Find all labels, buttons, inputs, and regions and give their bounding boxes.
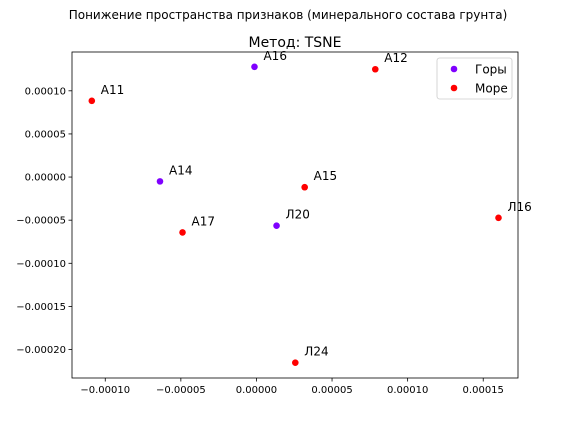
point-label: Л20	[286, 208, 310, 222]
point-label: А16	[263, 49, 286, 63]
x-tick-label: 0.00015	[463, 385, 504, 396]
scatter-point	[156, 178, 164, 185]
scatter-point	[179, 229, 186, 236]
legend: Горы Море	[436, 57, 513, 100]
figure-suptitle: Понижение пространства признаков (минера…	[69, 8, 508, 22]
y-tick-label: 0.00005	[25, 129, 66, 140]
y-tick-label: −0.00005	[16, 216, 66, 227]
point-label: Л24	[304, 345, 328, 359]
x-tick-label: −0.00005	[156, 385, 206, 396]
point-label: А12	[384, 51, 407, 65]
y-tick-label: −0.00020	[16, 345, 66, 356]
chart-title: Метод: TSNE	[248, 35, 341, 51]
point-label: А14	[169, 163, 192, 177]
scatter-point	[495, 214, 502, 222]
scatter-point	[301, 183, 308, 191]
scatter-point	[88, 97, 96, 105]
axis-ticks: −0.00010 −0.00005 0.00000 0.00005 0.00010 0.0…	[16, 86, 504, 396]
x-tick-label: −0.00010	[80, 385, 130, 396]
scatter-point	[292, 359, 299, 366]
scatter-point	[371, 65, 379, 73]
x-tick-label: 0.00010	[387, 385, 428, 396]
point-label: А15	[314, 169, 337, 183]
x-tick-label: 0.00005	[311, 385, 352, 396]
point-label: А11	[101, 83, 124, 97]
y-tick-label: −0.00010	[16, 259, 66, 270]
scatter-point	[251, 63, 258, 71]
scatter-point	[273, 222, 280, 229]
legend-marker	[450, 65, 458, 73]
plot-frame	[71, 51, 519, 379]
y-tick-label: 0.00000	[25, 173, 66, 184]
y-tick-label: −0.00015	[16, 302, 66, 313]
point-label: Л16	[507, 200, 531, 214]
legend-marker	[450, 84, 458, 92]
point-label: А17	[192, 214, 215, 228]
plot-area	[72, 52, 518, 378]
legend-label: Море	[475, 82, 508, 96]
x-tick-label: 0.00000	[236, 385, 277, 396]
y-tick-label: 0.00010	[25, 86, 66, 97]
legend-label: Горы	[475, 63, 507, 77]
